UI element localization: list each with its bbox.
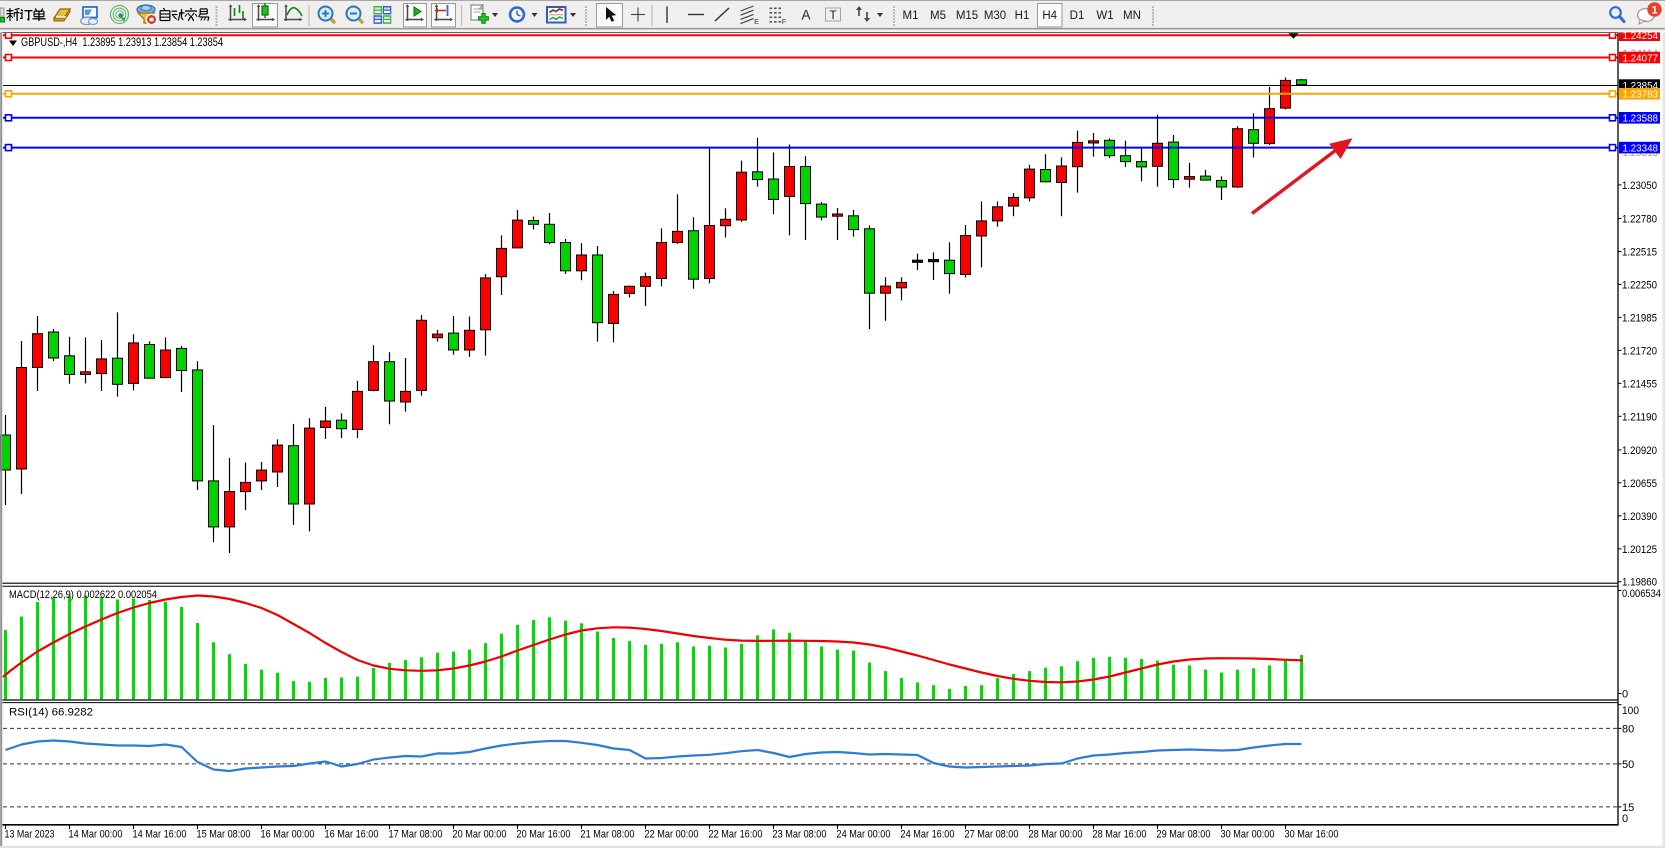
svg-text:100: 100 — [1622, 705, 1639, 717]
svg-text:1.23588: 1.23588 — [1623, 113, 1659, 125]
svg-text:1.23783: 1.23783 — [1623, 89, 1659, 101]
svg-text:15 Mar 08:00: 15 Mar 08:00 — [197, 829, 251, 841]
svg-text:20 Mar 00:00: 20 Mar 00:00 — [453, 829, 507, 841]
svg-text:W1: W1 — [1096, 10, 1113, 22]
svg-text:23 Mar 08:00: 23 Mar 08:00 — [773, 829, 827, 841]
svg-text:80: 80 — [1622, 723, 1634, 735]
svg-text:M30: M30 — [984, 10, 1006, 22]
svg-text:20 Mar 16:00: 20 Mar 16:00 — [517, 829, 571, 841]
svg-text:1.22515: 1.22515 — [1622, 247, 1657, 259]
svg-text:22 Mar 16:00: 22 Mar 16:00 — [709, 829, 763, 841]
svg-text:1.20390: 1.20390 — [1622, 511, 1657, 523]
svg-text:28 Mar 00:00: 28 Mar 00:00 — [1029, 829, 1083, 841]
svg-text:1.19860: 1.19860 — [1622, 577, 1657, 589]
svg-text:50: 50 — [1622, 759, 1634, 771]
svg-text:RSI(14) 66.9282: RSI(14) 66.9282 — [9, 707, 93, 719]
svg-text:28 Mar 16:00: 28 Mar 16:00 — [1093, 829, 1147, 841]
svg-text:13 Mar 2023: 13 Mar 2023 — [5, 829, 55, 841]
svg-text:1.20125: 1.20125 — [1622, 544, 1657, 556]
svg-text:H4: H4 — [1042, 10, 1057, 22]
svg-text:1.21455: 1.21455 — [1622, 378, 1657, 390]
svg-text:24 Mar 16:00: 24 Mar 16:00 — [901, 829, 955, 841]
svg-text:1.21720: 1.21720 — [1622, 345, 1657, 357]
svg-text:T: T — [829, 8, 837, 22]
svg-text:0: 0 — [1622, 689, 1628, 701]
svg-text:30 Mar 16:00: 30 Mar 16:00 — [1285, 829, 1339, 841]
svg-text:1.22780: 1.22780 — [1622, 214, 1657, 226]
svg-text:M1: M1 — [903, 10, 919, 22]
svg-text:16 Mar 16:00: 16 Mar 16:00 — [325, 829, 379, 841]
svg-text:14 Mar 16:00: 14 Mar 16:00 — [133, 829, 187, 841]
svg-text:D1: D1 — [1070, 10, 1085, 22]
svg-text:MN: MN — [1123, 10, 1141, 22]
svg-text:M15: M15 — [956, 10, 978, 22]
svg-text:1.21190: 1.21190 — [1622, 411, 1657, 423]
svg-text:E: E — [754, 19, 759, 26]
svg-text:16 Mar 00:00: 16 Mar 00:00 — [261, 829, 315, 841]
svg-text:H1: H1 — [1015, 10, 1030, 22]
svg-text:1.20655: 1.20655 — [1622, 478, 1657, 490]
svg-text:17 Mar 08:00: 17 Mar 08:00 — [389, 829, 443, 841]
svg-text:14 Mar 00:00: 14 Mar 00:00 — [69, 829, 123, 841]
svg-text:F: F — [782, 19, 786, 26]
svg-text:24 Mar 00:00: 24 Mar 00:00 — [837, 829, 891, 841]
svg-text:1.23050: 1.23050 — [1622, 180, 1657, 192]
svg-text:1.21985: 1.21985 — [1622, 312, 1657, 324]
svg-text:A: A — [801, 8, 810, 23]
svg-text:GBPUSD-,H4 1.23895 1.23913 1.: GBPUSD-,H4 1.23895 1.23913 1.23854 1.238… — [21, 35, 223, 49]
svg-text:1.24077: 1.24077 — [1623, 52, 1659, 64]
svg-text:M5: M5 — [930, 10, 946, 22]
svg-text:0.006534: 0.006534 — [1622, 588, 1661, 600]
svg-text:1.20920: 1.20920 — [1622, 445, 1657, 457]
svg-text:1.22250: 1.22250 — [1622, 279, 1657, 291]
svg-text:22 Mar 00:00: 22 Mar 00:00 — [645, 829, 699, 841]
svg-text:0: 0 — [1622, 813, 1628, 825]
svg-text:29 Mar 08:00: 29 Mar 08:00 — [1157, 829, 1211, 841]
svg-text:21 Mar 08:00: 21 Mar 08:00 — [581, 829, 635, 841]
svg-text:1: 1 — [1651, 5, 1657, 17]
svg-text:MACD(12,26,9) 0.002622 0.00205: MACD(12,26,9) 0.002622 0.002054 — [9, 589, 157, 601]
svg-text:27 Mar 08:00: 27 Mar 08:00 — [965, 829, 1019, 841]
svg-text:30 Mar 00:00: 30 Mar 00:00 — [1221, 829, 1275, 841]
svg-text:1.23348: 1.23348 — [1623, 142, 1659, 154]
